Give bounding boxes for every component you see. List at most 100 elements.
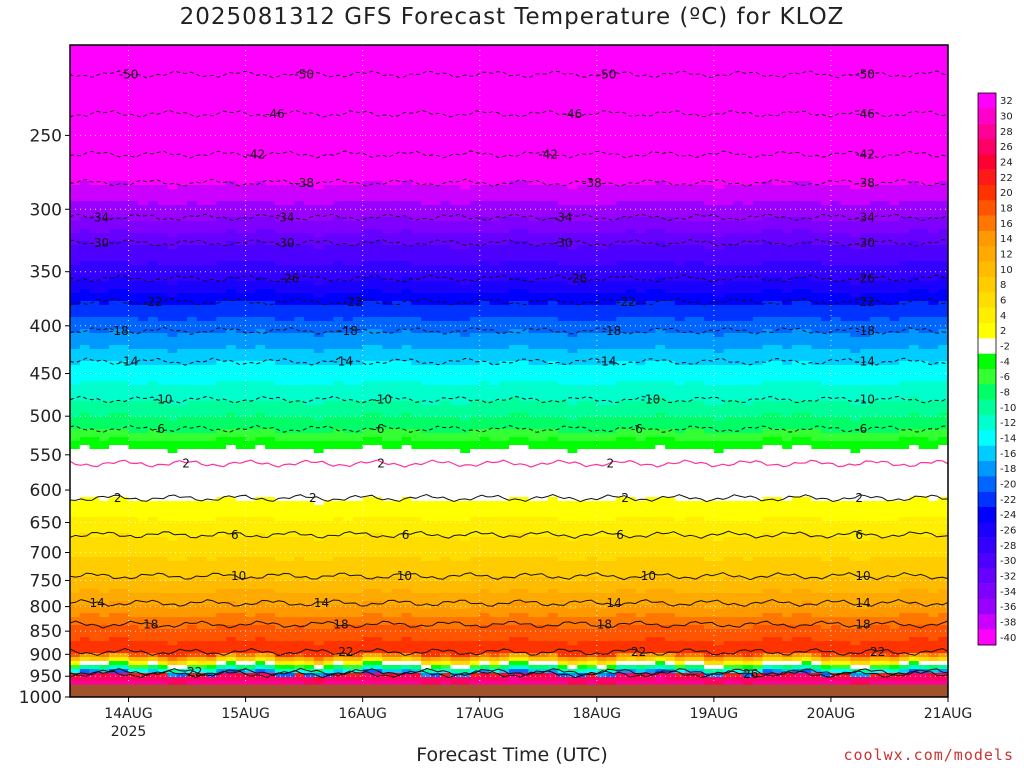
contour-label: -26 xyxy=(568,272,588,286)
contour-label: 18 xyxy=(855,617,870,631)
colorbar-swatch xyxy=(978,507,996,523)
contour-label: -6 xyxy=(855,422,867,436)
colorbar-label: 18 xyxy=(1000,204,1013,215)
colorbar-label: -20 xyxy=(1000,480,1016,491)
colorbar-swatch xyxy=(978,476,996,492)
colorbar-swatch xyxy=(978,353,996,370)
contour-label: -50 xyxy=(597,67,617,81)
colorbar-label: -12 xyxy=(1000,418,1016,429)
credit-link[interactable]: coolwx.com/models xyxy=(843,746,1014,764)
contour-label: -46 xyxy=(563,107,583,121)
contour-label: -34 xyxy=(553,210,573,224)
contour-line xyxy=(70,647,948,657)
contour-label: -26 xyxy=(280,272,300,286)
contour-label: 14 xyxy=(607,596,622,610)
x-tick-sublabel: 2025 xyxy=(111,724,147,740)
contour-label: 10 xyxy=(397,569,412,583)
contour-label: -14 xyxy=(119,355,139,369)
contour-label: -18 xyxy=(338,324,358,338)
y-tick-label: 500 xyxy=(30,407,62,427)
contour-line xyxy=(70,357,948,366)
colorbar-swatch xyxy=(978,568,996,584)
contour-label: 10 xyxy=(855,569,870,583)
colorbar-label: -36 xyxy=(1000,602,1016,613)
temperature-field xyxy=(70,45,948,697)
colorbar-swatch xyxy=(978,277,996,293)
contour-label: -6 xyxy=(372,422,384,436)
colorbar-swatch xyxy=(978,522,996,538)
colorbar-label: 16 xyxy=(1000,219,1013,230)
colorbar-label: -30 xyxy=(1000,556,1016,567)
contour-label: 14 xyxy=(314,596,329,610)
colorbar-label: -22 xyxy=(1000,495,1016,506)
contour-label: -38 xyxy=(294,176,314,190)
contour-line xyxy=(70,238,948,248)
colorbar-label: 2 xyxy=(1000,326,1006,337)
colorbar-swatch xyxy=(978,461,996,477)
contour-label: -30 xyxy=(553,236,573,250)
contour-label: -18 xyxy=(602,324,622,338)
contour-label: -6 xyxy=(631,422,643,436)
y-tick-label: 450 xyxy=(30,365,62,385)
contour-label: 2 xyxy=(855,491,863,505)
contour-line xyxy=(70,530,948,539)
x-tick-label: 18AUG xyxy=(573,706,622,722)
contour-label: 10 xyxy=(641,569,656,583)
x-tick-label: 20AUG xyxy=(807,706,856,722)
contour-label: 2 xyxy=(182,457,190,471)
contour-label: -34 xyxy=(275,210,295,224)
y-tick-label: 550 xyxy=(30,446,62,466)
contour-label: 2 xyxy=(309,491,317,505)
x-tick-label: 16AUG xyxy=(338,706,387,722)
contour-label: 2 xyxy=(114,491,122,505)
contour-label: -46 xyxy=(265,107,285,121)
contour-label: 18 xyxy=(143,617,158,631)
colorbar-swatch xyxy=(978,307,996,324)
colorbar-label: -28 xyxy=(1000,541,1016,552)
contour-label: -10 xyxy=(153,393,173,407)
contour-label: -10 xyxy=(855,393,875,407)
y-tick-label: 600 xyxy=(30,481,62,501)
contour-label: -42 xyxy=(246,147,266,161)
colorbar-label: 28 xyxy=(1000,127,1013,138)
contour-label: 2 xyxy=(377,457,385,471)
contour-line xyxy=(70,598,948,608)
colorbar-swatch xyxy=(978,629,996,646)
colorbar-label: -34 xyxy=(1000,587,1016,598)
contour-label: 22 xyxy=(870,645,885,659)
colorbar-label: 22 xyxy=(1000,173,1013,184)
contour-label: 14 xyxy=(855,596,870,610)
colorbar-swatch xyxy=(978,292,996,308)
colorbar-label: 32 xyxy=(1000,96,1013,107)
colorbar-label: -32 xyxy=(1000,572,1016,583)
y-tick-label: 850 xyxy=(30,622,62,642)
y-tick-label: 300 xyxy=(30,200,62,220)
contour-label: 22 xyxy=(338,645,353,659)
contour-label: 2 xyxy=(607,457,615,471)
colorbar-swatch xyxy=(978,491,996,508)
colorbar-swatch xyxy=(978,231,996,247)
contour-label: -18 xyxy=(109,324,129,338)
contour-label: 6 xyxy=(616,528,624,542)
contour-label: 22 xyxy=(187,665,202,679)
contour-label: -10 xyxy=(372,393,392,407)
colorbar-swatch xyxy=(978,537,996,554)
colorbar-label: 24 xyxy=(1000,158,1013,169)
colorbar-label: 10 xyxy=(1000,265,1013,276)
x-tick-label: 17AUG xyxy=(455,706,504,722)
colorbar-swatch xyxy=(978,200,996,216)
x-tick-label: 21AUG xyxy=(924,706,973,722)
contour-label: 2 xyxy=(621,491,629,505)
contour-label: -18 xyxy=(855,324,875,338)
y-tick-label: 1000 xyxy=(19,688,62,708)
contour-label: 6 xyxy=(855,528,863,542)
y-tick-label: 700 xyxy=(30,544,62,564)
contour-line xyxy=(70,326,948,335)
colorbar-swatch xyxy=(978,93,996,109)
contour-lines xyxy=(70,70,948,679)
contour-label: -22 xyxy=(343,295,363,309)
contour-line xyxy=(70,424,948,434)
colorbar-swatch xyxy=(978,169,996,186)
colorbar-label: 6 xyxy=(1000,296,1006,307)
